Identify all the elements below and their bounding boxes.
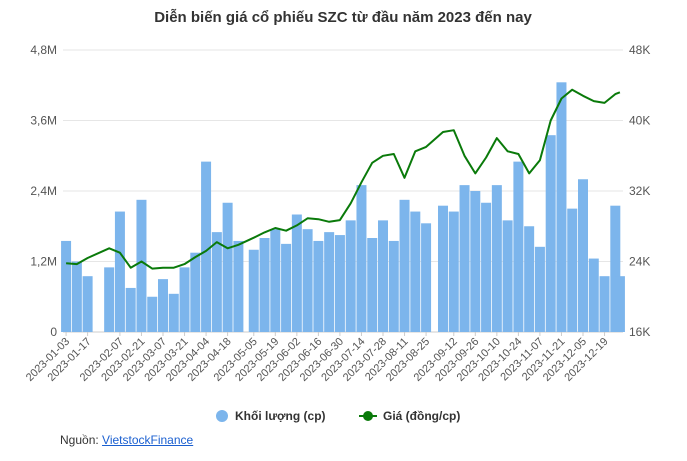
volume-bar	[578, 179, 588, 332]
right-tick-label: 48K	[629, 43, 650, 57]
volume-bar	[179, 267, 190, 332]
volume-bar	[71, 261, 82, 332]
volume-bar	[378, 220, 388, 332]
volume-bar	[567, 208, 578, 332]
volume-bar	[313, 240, 324, 332]
volume-bar	[534, 246, 545, 332]
source-note: Nguồn: VietstockFinance	[60, 433, 193, 447]
volume-bar	[302, 229, 313, 332]
volume-bar	[61, 240, 72, 332]
volume-bar	[588, 258, 599, 332]
volume-bar	[438, 205, 448, 332]
volume-bar	[248, 249, 259, 332]
volume-bar	[388, 240, 399, 332]
volume-bar	[367, 238, 378, 332]
right-tick-label: 40K	[629, 114, 650, 128]
volume-bar	[281, 243, 292, 332]
right-tick-label: 24K	[629, 255, 650, 269]
legend-volume-label[interactable]: Khối lượng (cp)	[235, 409, 326, 423]
volume-bar	[410, 211, 421, 332]
left-tick-label: 1,2M	[30, 255, 57, 269]
volume-bar	[190, 252, 201, 332]
volume-bar	[259, 238, 270, 332]
volume-bar	[270, 229, 281, 332]
volume-bar	[82, 276, 93, 332]
volume-bar	[104, 267, 115, 332]
volume-bar	[345, 220, 356, 332]
volume-bar	[158, 279, 168, 332]
volume-bar	[502, 220, 513, 332]
left-tick-label: 0	[50, 325, 57, 339]
volume-bar	[545, 135, 556, 332]
volume-bar	[201, 161, 212, 332]
right-axis-ticks: 16K 24K 32K 40K 48K	[629, 43, 650, 339]
volume-bar	[114, 211, 125, 332]
volume-bar	[481, 202, 492, 332]
volume-bar	[614, 276, 625, 332]
left-axis-ticks: 0 1,2M 2,4M 3,6M 4,8M	[30, 43, 57, 339]
volume-bar	[356, 185, 367, 332]
volume-bar	[291, 214, 302, 332]
volume-bar	[324, 232, 335, 332]
volume-bar	[421, 223, 432, 332]
volume-bar	[610, 205, 621, 332]
volume-bar	[125, 287, 136, 332]
volume-bars	[61, 82, 625, 332]
volume-bar	[491, 185, 502, 332]
source-link[interactable]: VietstockFinance	[102, 433, 194, 447]
legend-price-marker	[363, 411, 373, 421]
volume-bar	[470, 191, 481, 332]
price-line	[66, 88, 621, 270]
chart-title: Diễn biến giá cổ phiếu SZC từ đầu năm 20…	[154, 9, 532, 26]
source-prefix: Nguồn:	[60, 433, 103, 447]
legend-price-label[interactable]: Giá (đồng/cp)	[383, 409, 460, 423]
volume-bar	[448, 211, 459, 332]
volume-bar	[222, 202, 233, 332]
volume-bar	[556, 82, 567, 332]
volume-bar	[147, 296, 158, 332]
right-tick-label: 16K	[629, 325, 650, 339]
volume-bar	[211, 232, 222, 332]
price-line-group	[66, 88, 621, 270]
right-tick-label: 32K	[629, 184, 650, 198]
x-axis-ticks: 2023-01-032023-01-172023-02-072023-02-21…	[24, 332, 611, 384]
volume-bar	[459, 185, 470, 332]
volume-bar	[524, 226, 535, 332]
legend-volume-marker	[216, 410, 228, 422]
volume-bar	[168, 293, 179, 332]
volume-bar	[334, 235, 345, 332]
volume-bar	[399, 199, 410, 332]
legend[interactable]: Khối lượng (cp) Giá (đồng/cp)	[216, 409, 460, 423]
volume-bar	[136, 199, 147, 332]
left-tick-label: 4,8M	[30, 43, 57, 57]
left-tick-label: 3,6M	[30, 114, 57, 128]
volume-bar	[233, 240, 244, 332]
volume-price-chart: Diễn biến giá cổ phiếu SZC từ đầu năm 20…	[24, 9, 650, 423]
left-tick-label: 2,4M	[30, 184, 57, 198]
volume-bar	[599, 276, 610, 332]
volume-bar	[513, 161, 524, 332]
